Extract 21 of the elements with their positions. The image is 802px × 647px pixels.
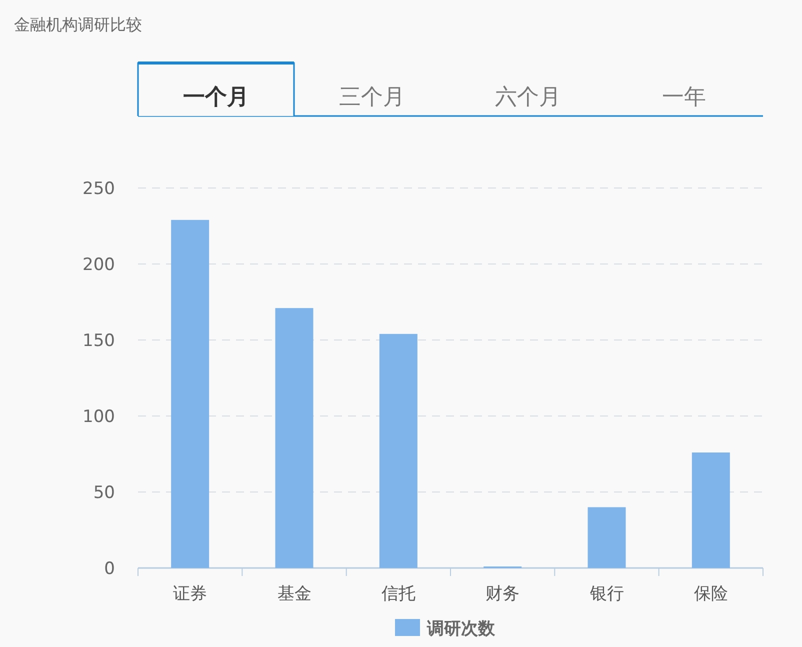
y-tick-label: 150: [82, 331, 115, 351]
y-tick-label: 100: [82, 407, 115, 427]
bar: [275, 308, 314, 568]
legend-label: 调研次数: [426, 619, 496, 639]
bar: [588, 507, 626, 568]
chart-title: 金融机构调研比较: [14, 15, 142, 34]
x-tick-label: 财务: [486, 584, 520, 604]
bar: [171, 220, 210, 568]
x-tick-label: 基金: [277, 584, 312, 604]
bar: [692, 452, 730, 568]
x-tick-label: 证券: [173, 584, 208, 604]
y-tick-label: 200: [82, 255, 115, 275]
bar: [379, 334, 418, 568]
x-tick-label: 信托: [381, 584, 416, 604]
y-tick-label: 50: [93, 483, 115, 503]
x-tick-label: 保险: [694, 584, 728, 604]
legend: 调研次数: [395, 619, 495, 639]
y-tick-label: 0: [104, 559, 115, 579]
x-tick-label: 银行: [588, 584, 624, 604]
y-tick-label: 250: [82, 179, 115, 199]
tabs: 一个月 三个月 六个月 一年: [137, 62, 763, 117]
